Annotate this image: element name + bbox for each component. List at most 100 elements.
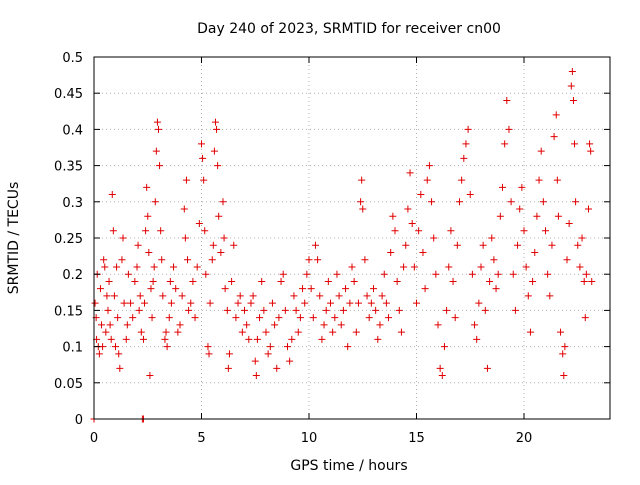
- data-point: [483, 364, 491, 372]
- data-point: [165, 314, 173, 322]
- data-point: [98, 321, 106, 329]
- data-point: [238, 328, 246, 336]
- data-point: [522, 263, 530, 271]
- data-point: [150, 263, 158, 271]
- data-point: [209, 241, 217, 249]
- data-point: [539, 198, 547, 206]
- data-point: [220, 234, 228, 242]
- y-tick-label: 0.2: [62, 268, 83, 283]
- data-point: [217, 248, 225, 256]
- data-point: [123, 321, 131, 329]
- data-point: [109, 227, 117, 235]
- data-point: [406, 169, 414, 177]
- data-point: [137, 328, 145, 336]
- data-point: [120, 299, 128, 307]
- data-point: [571, 140, 579, 148]
- data-point: [419, 248, 427, 256]
- data-point: [149, 277, 157, 285]
- data-point: [473, 335, 481, 343]
- data-point: [494, 270, 502, 278]
- data-point: [122, 335, 130, 343]
- data-point: [249, 292, 257, 300]
- data-point: [569, 96, 577, 104]
- data-point: [105, 277, 113, 285]
- data-point: [134, 241, 142, 249]
- data-point: [129, 314, 137, 322]
- data-point: [550, 133, 558, 141]
- data-point: [440, 343, 448, 351]
- data-point: [201, 227, 209, 235]
- x-tick-label: 10: [301, 431, 318, 446]
- data-point: [415, 227, 423, 235]
- data-point: [114, 314, 122, 322]
- x-tick-label: 5: [197, 431, 205, 446]
- axes: 0 0.05 0.1 0.15 0.2 0.25 0.3 0.35 0.4 0.45 0.5 0 5 10…: [54, 51, 611, 446]
- data-point: [468, 270, 476, 278]
- data-point: [102, 328, 110, 336]
- data-point: [119, 234, 127, 242]
- data-point: [205, 350, 213, 358]
- data-point: [247, 299, 255, 307]
- data-point: [535, 176, 543, 184]
- data-point: [453, 241, 461, 249]
- data-point: [266, 343, 274, 351]
- data-point: [464, 125, 472, 133]
- data-point: [316, 292, 324, 300]
- data-point: [350, 277, 358, 285]
- data-point: [365, 314, 373, 322]
- data-point: [172, 285, 180, 293]
- data-point: [563, 256, 571, 264]
- data-point: [290, 292, 298, 300]
- data-point: [531, 248, 539, 256]
- data-point: [425, 162, 433, 170]
- data-point: [158, 256, 166, 264]
- data-point: [320, 321, 328, 329]
- data-point: [509, 270, 517, 278]
- data-point: [303, 270, 311, 278]
- y-tick-label: 0.4: [62, 123, 83, 138]
- data-point: [581, 314, 589, 322]
- data-point: [181, 234, 189, 242]
- data-point: [511, 306, 519, 314]
- data-point: [560, 372, 568, 380]
- y-axis-label: SRMTID / TECUs: [6, 182, 22, 295]
- data-point: [370, 285, 377, 293]
- x-tick-label: 15: [408, 431, 425, 446]
- data-point: [507, 198, 515, 206]
- data-point: [131, 277, 139, 285]
- data-point: [574, 241, 582, 249]
- plot-frame: [93, 56, 611, 420]
- data-point: [580, 277, 588, 285]
- data-point: [460, 154, 468, 162]
- data-point: [376, 321, 384, 329]
- data-point: [314, 256, 322, 264]
- data-point: [161, 335, 169, 343]
- data-point: [309, 314, 317, 322]
- data-point: [273, 364, 281, 372]
- data-point: [458, 176, 466, 184]
- data-point: [387, 248, 395, 256]
- data-point: [363, 292, 371, 300]
- data-point: [488, 234, 496, 242]
- data-point: [413, 299, 420, 307]
- data-point: [145, 248, 153, 256]
- data-point: [118, 256, 126, 264]
- data-point: [275, 314, 283, 322]
- data-point: [204, 343, 212, 351]
- data-point: [176, 321, 184, 329]
- data-point: [110, 292, 118, 300]
- data-point: [518, 183, 526, 191]
- data-point: [219, 198, 227, 206]
- data-point: [191, 314, 199, 322]
- data-point: [211, 118, 219, 126]
- data-point: [108, 191, 116, 199]
- data-point: [170, 263, 178, 271]
- data-point: [187, 299, 195, 307]
- data-point: [438, 372, 446, 380]
- data-point: [408, 220, 416, 228]
- data-point: [385, 314, 393, 322]
- data-point: [251, 357, 259, 365]
- data-point: [301, 299, 309, 307]
- data-point: [352, 328, 360, 336]
- data-point: [339, 306, 347, 314]
